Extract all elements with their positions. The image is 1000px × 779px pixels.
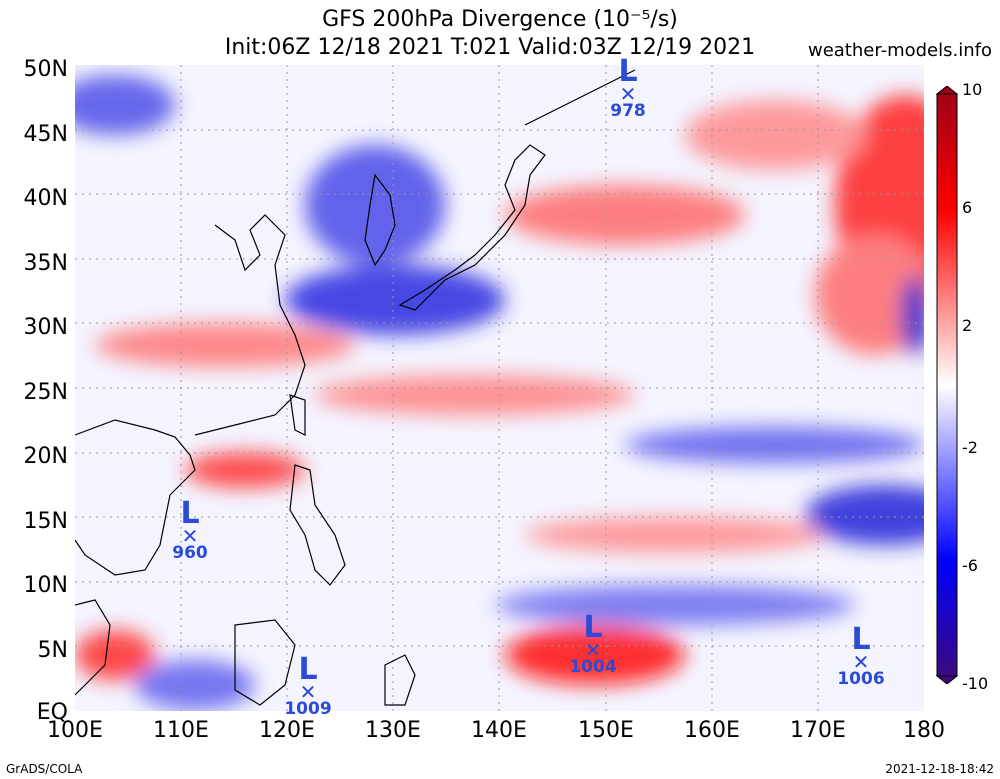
lon-label-120e: 120E	[259, 718, 315, 743]
low-label: L	[618, 54, 638, 89]
center-marker-icon: ✕	[181, 524, 199, 548]
pressure-value: 1004	[569, 657, 617, 677]
colorbar-label-2: 2	[962, 316, 973, 335]
timestamp-label: 2021-12-18-18:42	[885, 762, 994, 776]
site-label: weather-models.info	[807, 40, 992, 61]
center-marker-icon: ✕	[299, 680, 317, 704]
low-pressure-1006: L ✕ 1006	[832, 622, 890, 689]
pressure-value: 978	[610, 101, 646, 121]
lat-label-50n: 50N	[23, 57, 68, 82]
low-label: L	[851, 622, 871, 657]
pressure-value: 960	[172, 543, 208, 563]
divergence-map	[75, 65, 924, 711]
lon-label-160e: 160E	[684, 718, 740, 743]
lon-label-110e: 110E	[153, 718, 209, 743]
lat-label-5n: 5N	[37, 638, 68, 663]
map-subtitle: Init:06Z 12/18 2021 T:021 Valid:03Z 12/1…	[224, 35, 756, 60]
low-label: L	[583, 610, 603, 645]
lat-lon-grid	[75, 65, 924, 711]
pressure-value: 1006	[837, 669, 885, 689]
low-pressure-978: L ✕ 978	[606, 54, 650, 121]
colorbar	[936, 86, 958, 684]
lat-label-25n: 25N	[23, 380, 68, 405]
low-label: L	[180, 496, 200, 531]
center-marker-icon: ✕	[619, 82, 637, 106]
lat-label-eq: EQ	[36, 700, 68, 725]
low-pressure-1004: L ✕ 1004	[564, 610, 622, 677]
lon-label-100e: 100E	[47, 718, 103, 743]
center-marker-icon: ✕	[584, 638, 602, 662]
lat-label-40n: 40N	[23, 186, 68, 211]
lat-label-30n: 30N	[23, 315, 68, 340]
colorbar-label-neg10: -10	[962, 674, 989, 693]
low-label: L	[298, 652, 318, 687]
lat-label-10n: 10N	[23, 573, 68, 598]
lat-label-45n: 45N	[23, 122, 68, 147]
lon-label-170e: 170E	[790, 718, 846, 743]
credit-label: GrADS/COLA	[6, 762, 83, 776]
lon-label-180: 180	[903, 718, 945, 743]
pressure-value: 1009	[284, 699, 332, 719]
divergence-field	[75, 75, 924, 710]
low-pressure-960: L ✕ 960	[168, 496, 212, 563]
colorbar-label-6: 6	[962, 198, 973, 217]
lat-label-15n: 15N	[23, 509, 68, 534]
lon-label-140e: 140E	[471, 718, 527, 743]
colorbar-label-neg2: -2	[962, 438, 978, 457]
map-title: GFS 200hPa Divergence (10⁻⁵/s)	[322, 7, 678, 32]
colorbar-label-neg6: -6	[962, 556, 978, 575]
center-marker-icon: ✕	[852, 650, 870, 674]
lon-label-150e: 150E	[578, 718, 634, 743]
low-pressure-1009: L ✕ 1009	[280, 652, 336, 719]
colorbar-label-10: 10	[962, 80, 983, 99]
coastlines	[75, 69, 636, 706]
lat-label-35n: 35N	[23, 251, 68, 276]
lat-label-20n: 20N	[23, 444, 68, 469]
lon-label-130e: 130E	[365, 718, 421, 743]
